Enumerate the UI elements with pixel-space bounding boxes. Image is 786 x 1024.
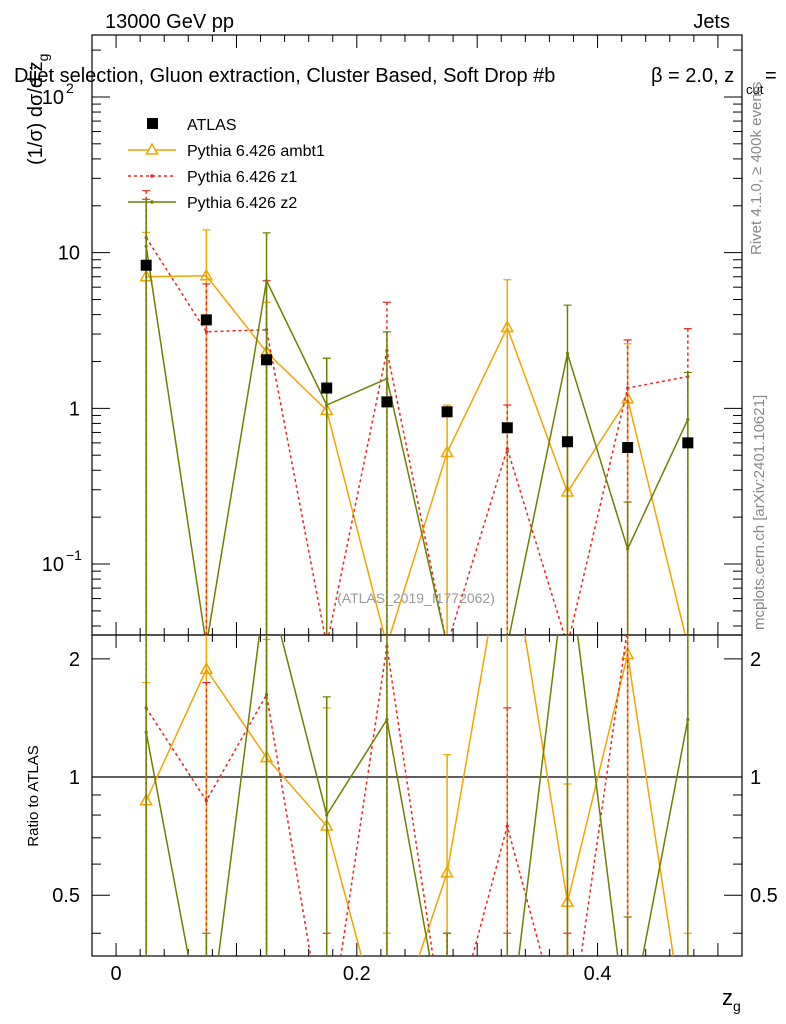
ratio-point <box>144 730 148 734</box>
y-tick-label-main: 10 <box>58 243 80 265</box>
legend-marker-atlas <box>147 118 158 129</box>
atlas-data-point <box>501 422 513 434</box>
atlas-data-point <box>682 437 694 449</box>
atlas-data-point <box>441 406 453 418</box>
ratio-point-ambt1 <box>440 865 454 878</box>
series-line-main <box>145 246 689 635</box>
y-tick-label-ratio: 1 <box>69 767 80 789</box>
y-tick-label-ratio-right: 2 <box>750 649 761 671</box>
legend-marker-ambt1 <box>145 142 159 155</box>
ratio-point <box>686 718 690 722</box>
ratio-point <box>325 813 329 817</box>
legend-label: Pythia 6.426 z1 <box>187 169 297 186</box>
rivet-label-text: Rivet 4.1.0, ≥ 400k events <box>748 82 765 255</box>
y-tick-label-ratio: 2 <box>69 649 80 671</box>
legend-marker <box>150 200 154 204</box>
plot-subtitle-end: = <box>765 65 777 87</box>
ratio-point-ambt1 <box>199 661 214 675</box>
y-axis-label-main: (1/σ) dσ/d zg <box>25 54 51 165</box>
ratio-data <box>139 635 692 956</box>
atlas-data-point <box>622 442 634 454</box>
category-label: Jets <box>693 11 730 33</box>
atlas-data-point <box>140 259 152 271</box>
y-axis-label-ratio: Ratio to ATLAS <box>25 745 42 846</box>
x-tick-label: 0.2 <box>343 963 371 985</box>
series-line-ratio <box>145 635 628 956</box>
y-tick-label-exponent: −1 <box>66 547 82 563</box>
ratio-point <box>204 799 208 803</box>
data-point <box>264 279 269 283</box>
y-tick-label-main: 1 <box>69 398 80 420</box>
y-axis-label-ratio-text: Ratio to ATLAS <box>25 745 42 846</box>
y-axis-label-main-text: (1/σ) dσ/d zg <box>25 54 51 165</box>
data-point <box>144 244 148 248</box>
legend-label: ATLAS <box>187 117 237 134</box>
series-line-main <box>146 275 687 635</box>
data-point <box>626 547 630 551</box>
mcplots-label-text: mcplots.cern.ch [arXiv:2401.10621] <box>751 395 768 630</box>
data-point <box>445 644 448 647</box>
ratio-point <box>385 718 389 722</box>
atlas-data-point <box>200 314 212 326</box>
data-point <box>686 417 690 421</box>
ratio-frame <box>91 634 743 957</box>
plot-subtitle: Dijet selection, Gluon extraction, Clust… <box>14 65 555 87</box>
series-line-ratio <box>145 635 675 956</box>
data-point <box>626 386 630 390</box>
main-data <box>139 190 694 647</box>
legend: ATLAS Pythia 6.426 ambt1 Pythia 6.426 z1 Py… <box>128 117 325 212</box>
legend-label: Pythia 6.426 ambt1 <box>187 143 325 160</box>
y-tick-label-main: 10 <box>42 554 64 576</box>
data-point <box>505 447 509 451</box>
subtitle-beta: β = 2.0, z <box>651 65 734 87</box>
data-point <box>385 377 389 381</box>
y-tick-label-ratio-right: 1 <box>750 767 761 789</box>
legend-label: Pythia 6.426 z2 <box>187 195 297 212</box>
series-line-main <box>145 237 688 635</box>
subtitle-main: Dijet selection, Gluon extraction, Clust… <box>14 65 555 87</box>
atlas-data-point <box>261 354 273 366</box>
mcplots-label: mcplots.cern.ch [arXiv:2401.10621] <box>751 395 768 630</box>
data-point-ambt1 <box>199 268 214 281</box>
ratio-point <box>505 824 509 828</box>
energy-label: 13000 GeV pp <box>105 11 234 33</box>
y-tick-label-main: 10 <box>42 87 64 109</box>
y-tick-label-ratio-right: 0.5 <box>750 885 778 907</box>
x-axis-label-sub: g <box>733 998 741 1014</box>
rivet-label: Rivet 4.1.0, ≥ 400k events <box>748 82 765 255</box>
analysis-watermark: (ATLAS_2019_I1772062) <box>337 590 495 606</box>
data-point-ambt1 <box>440 444 454 458</box>
x-tick-label: 0 <box>111 963 122 985</box>
data-point <box>565 351 570 356</box>
data-point <box>204 330 208 334</box>
atlas-data-point <box>321 382 333 394</box>
x-tick-label: 0.4 <box>584 963 612 985</box>
plot-subtitle-cut: cut <box>746 82 764 97</box>
data-point <box>325 644 328 647</box>
atlas-data-point <box>561 436 573 448</box>
ratio-panel: 0 0.2 0.4 2 2 1 1 0.5 0.5 <box>52 634 778 985</box>
data-point <box>325 403 329 407</box>
data-point <box>445 644 448 647</box>
y-axis-label-sub: g <box>35 54 51 62</box>
ratio-point-ambt1 <box>620 647 635 660</box>
y-tick-label-exponent: 2 <box>66 80 74 96</box>
y-tick-label-ratio: 0.5 <box>52 885 80 907</box>
plot-subtitle-beta: β = 2.0, z <box>651 65 734 87</box>
atlas-data-point <box>381 396 393 408</box>
data-point-ambt1 <box>500 320 515 333</box>
x-axis-label: zg <box>722 985 741 1014</box>
series-line-ratio <box>145 635 689 956</box>
legend-marker <box>150 174 154 178</box>
